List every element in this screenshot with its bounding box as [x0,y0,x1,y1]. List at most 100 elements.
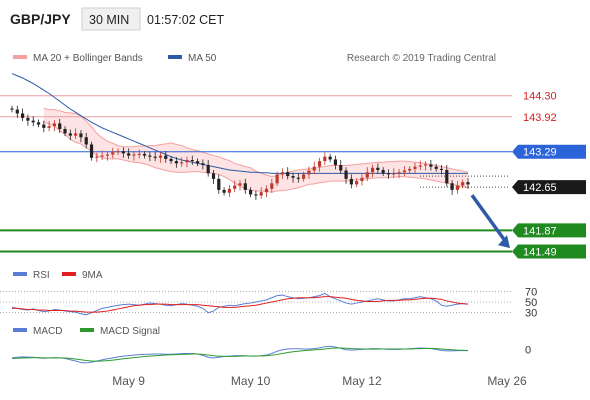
candle-body [376,167,380,170]
candle-body [15,109,19,114]
candle-body [280,172,285,175]
candle-body [174,161,178,164]
macd-legend: MACD MACD Signal [13,326,160,337]
ma50-legend-label: MA 50 [188,53,217,64]
candle-body [286,172,290,177]
bollinger-legend-label: MA 20 + Bollinger Bands [33,53,143,64]
candle-body [26,117,30,121]
x-axis: May 9 May 10 May 12 May 26 [112,374,527,388]
candle-body [312,166,316,171]
candle-body [10,108,14,110]
candle-body [47,126,51,128]
rsi-ma-line [12,296,469,313]
candle-body [423,164,428,166]
candle-body [121,151,125,154]
candle-body [169,158,173,162]
candle-body [195,161,200,164]
candle-body [408,168,412,171]
macd-panel: 0 [11,344,531,364]
pivot-badge [512,144,586,159]
candle-body [243,183,247,190]
candle-body [58,123,62,129]
price-panel: 144.30 143.92 143.29 142.65 141.87 141.49 [0,73,586,259]
x-tick-label: May 10 [231,374,271,388]
x-tick-label: May 9 [112,374,145,388]
timeframe-box[interactable] [81,7,141,31]
forecast-arrow-head [498,235,510,249]
candle-body [211,173,216,179]
macd-signal-line [11,347,469,362]
candle-body [455,185,459,190]
bollinger-upper-line [43,107,469,178]
candle-body [217,178,221,190]
candle-body [238,183,242,186]
candle-body [233,185,237,189]
candle-body [111,152,115,155]
candle-body [397,172,401,174]
candle-body [153,156,157,158]
rsi-level-label: 50 [525,297,537,309]
candle-body [95,156,99,158]
support-label: 141.49 [523,246,557,258]
candle-body [270,183,274,189]
resistance-label: 144.30 [523,91,557,103]
candle-body [31,120,35,123]
support-badge [512,244,586,259]
candle-body [323,156,327,162]
header: GBP/JPY 30 MIN 01:57:02 CET [10,7,224,31]
candle-body [434,166,438,169]
support-badge [512,223,586,238]
candle-body [339,165,343,171]
candle-body [307,170,311,175]
candle-body [42,124,46,128]
candle-body [74,133,78,136]
candle-body [344,170,348,179]
candle-body [370,167,375,173]
rsi-ma-legend-label: 9MA [82,270,103,281]
candle-body [418,165,422,167]
candle-body [445,169,449,184]
candle-body [206,165,210,174]
ma50-line [11,73,468,174]
current-price-label: 142.65 [523,182,557,194]
candle-body [381,169,385,174]
candle-body [317,161,322,167]
forecast-arrow-shaft [470,194,508,244]
candle-body [227,188,231,193]
resistance-label: 143.92 [523,112,557,124]
candle-body [36,122,41,125]
candle-body [142,153,147,156]
rsi-level-label: 30 [525,308,537,320]
candle-body [180,162,184,164]
bollinger-band-fill [43,108,468,193]
candle-body [148,155,152,157]
candle-body [79,133,83,138]
candle-body [127,153,131,156]
time-label: 01:57:02 CET [147,13,224,27]
symbol-title: GBP/JPY [10,11,71,27]
candle-body [349,178,353,185]
candle-body [386,173,391,175]
candle-body [466,182,470,185]
candle-body [429,164,433,167]
candle-body [116,151,120,153]
candle-body [52,123,57,127]
candle-body [402,170,406,173]
candle-body [439,168,444,170]
timeframe-label: 30 MIN [89,13,129,27]
candle-body [158,155,163,158]
candle-body [259,192,263,196]
candle-body [291,176,295,178]
candle-body [185,160,189,163]
current-price-badge [512,180,586,195]
pivot-label: 143.29 [523,147,557,159]
candle-body [328,156,332,160]
x-tick-label: May 12 [342,374,382,388]
macd-zero-label: 0 [525,344,531,356]
rsi-legend: RSI 9MA [13,270,103,281]
candle-body [450,183,454,190]
macd-signal-legend-label: MACD Signal [100,326,160,337]
candle-body [201,163,205,165]
